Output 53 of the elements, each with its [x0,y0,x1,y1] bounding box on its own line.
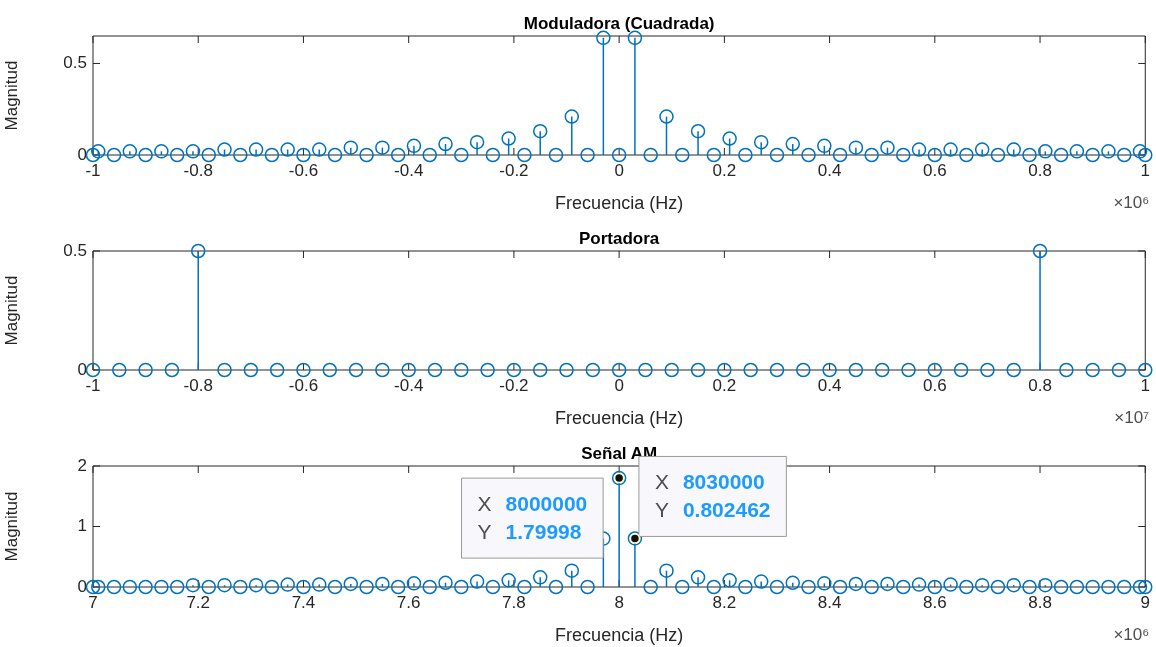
text: ×10⁶ [1113,193,1150,213]
y-axis-title: Magnitud [1,60,21,131]
x-tick-label: 0.6 [923,160,947,180]
y-tick-label: 0.5 [63,53,87,73]
x-tick-label: 1 [1140,375,1151,395]
x-tick-label: 7.8 [502,592,526,612]
x-tick-label: 0.6 [923,375,947,395]
x-tick-label: -0.2 [499,375,529,395]
x-tick-label: 9 [1140,592,1151,612]
y-tick-label: 0.5 [63,240,87,260]
x-tick-label: 8.2 [712,592,737,612]
x-tick-label: -1 [85,375,101,395]
y-axis-title: Magnitud [1,275,21,346]
y-tick-label: 0 [77,144,87,164]
y-tick-label: 0 [77,359,87,379]
x-axis-title: Frecuencia (Hz) [555,625,684,646]
x-tick-label: -0.6 [288,375,319,395]
x-tick-label: -0.4 [394,160,424,180]
x-tick-label: 1 [1140,160,1151,180]
x-tick-label: 0.2 [712,375,737,395]
x-tick-label: -0.2 [499,160,529,180]
x-tick-label: -0.4 [394,375,424,395]
x-axis-title: Frecuencia (Hz) [555,193,684,214]
chart-title: Portadora [578,229,660,249]
x-tick-label: -1 [85,160,101,180]
y-axis-title: Magnitud [1,491,21,562]
x-tick-label: 0.8 [1028,375,1052,395]
x-tick-label: -0.8 [183,160,213,180]
x-tick-label: -0.6 [288,160,319,180]
x-tick-label: 0.4 [817,375,842,395]
x-tick-label: 8.8 [1028,592,1052,612]
x-tick-label: 8 [614,592,624,612]
x-tick-label: 7.2 [186,592,211,612]
text: ×10⁶ [1113,625,1150,645]
x-tick-label: 0 [614,160,624,180]
annotation: X 8030000 Y 0.802462 [654,470,771,522]
chart-title: Moduladora (Cuadrada) [523,14,715,34]
x-tick-label: 8.6 [923,592,947,612]
y-tick-label: 0 [77,576,87,596]
x-tick-label: 7 [88,592,98,612]
y-tick-label: 1 [77,516,87,536]
x-tick-label: 0.8 [1028,160,1052,180]
x-tick-label: 0 [614,375,624,395]
x-tick-label: 7.6 [396,592,421,612]
annotation: X 8000000 Y 1.79998 [477,491,588,543]
text: ×10⁷ [1114,408,1150,428]
x-axis-title: Frecuencia (Hz) [555,408,684,429]
y-tick-label: 2 [77,455,87,475]
x-tick-label: 8.4 [817,592,842,612]
x-tick-label: 7.4 [291,592,316,612]
x-tick-label: -0.8 [183,375,213,395]
x-tick-label: 0.2 [712,160,737,180]
x-tick-label: 0.4 [817,160,842,180]
